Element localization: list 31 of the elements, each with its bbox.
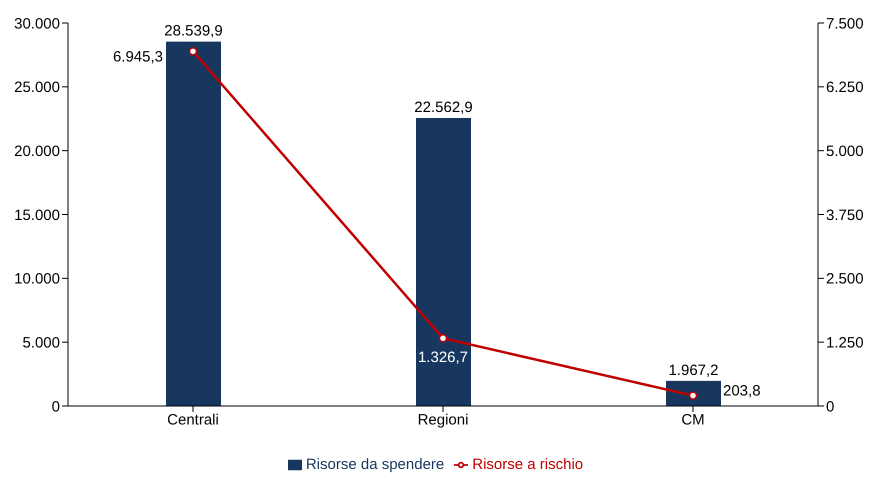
legend-label: Risorse da spendere (306, 456, 444, 473)
bar (166, 42, 221, 406)
data-label: 28.539,9 (164, 22, 223, 40)
x-tick-label: Centrali (167, 412, 219, 429)
y-tick-label: 30.000 (14, 15, 60, 32)
y-tick-label: 10.000 (14, 270, 60, 288)
y2-tick-label: 3.750 (826, 206, 864, 224)
legend-label: Risorse a rischio (472, 456, 584, 473)
point (188, 47, 198, 56)
data-label: 22.562,9 (414, 98, 473, 116)
y-tick-label: 5.000 (22, 334, 60, 352)
y2-tick-label: 7.500 (826, 15, 864, 32)
point (438, 334, 448, 342)
y2-tick-label: 0 (826, 398, 834, 416)
data-label: 1.967,2 (668, 362, 719, 379)
bar (416, 118, 471, 406)
y-tick-label: 0 (52, 398, 60, 416)
y-tick-label: 25.000 (14, 79, 60, 96)
x-tick-label: Regioni (418, 412, 468, 429)
y-tick-label: 15.000 (14, 206, 60, 224)
y2-tick-label: 6.250 (826, 79, 864, 96)
x-tick-label: CM (681, 412, 705, 429)
y2-tick-label: 5.000 (826, 142, 864, 160)
data-label: 203,8 (723, 382, 761, 400)
y2-tick-label: 2.500 (826, 270, 864, 288)
y2-tick-label: 1.250 (826, 334, 864, 352)
data-label: 1.326,7 (418, 349, 468, 366)
data-label: 6.945,3 (112, 48, 163, 66)
point (688, 391, 698, 400)
y-tick-label: 20.000 (14, 142, 60, 160)
bar (666, 380, 721, 406)
